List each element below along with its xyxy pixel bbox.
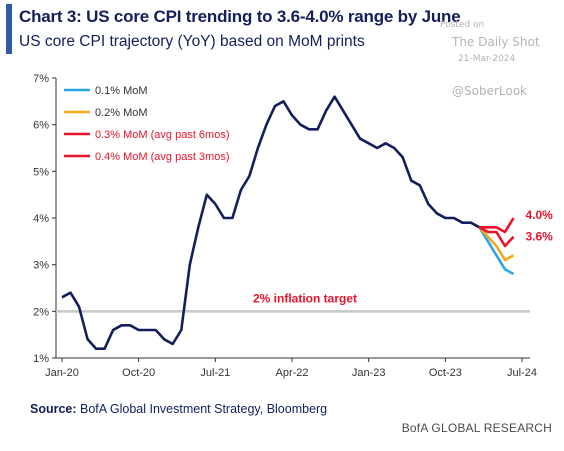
legend-label: 0.4% MoM (avg past 3mos) (95, 151, 230, 163)
title-accent-bar (6, 4, 12, 54)
x-tick-label: Oct-20 (122, 367, 155, 379)
x-tick-label: Apr-22 (275, 367, 308, 379)
mom-0-3-line (478, 226, 515, 248)
y-tick-label: 7% (33, 73, 49, 85)
y-tick-label: 1% (33, 353, 49, 365)
legend-label: 0.2% MoM (95, 107, 148, 119)
chart-title: Chart 3: US core CPI trending to 3.6-4.0… (19, 7, 461, 26)
legend-label: 0.3% MoM (avg past 6mos) (95, 129, 230, 141)
mom-0-2-line (478, 226, 515, 262)
footer-brand: BofA GLOBAL RESEARCH (401, 421, 552, 435)
source-label: Source: (30, 402, 77, 416)
x-tick-label: Jul-21 (200, 367, 230, 379)
y-tick-label: 2% (33, 306, 49, 318)
watermark-handle: @SoberLook (452, 84, 527, 98)
x-tick-label: Oct-23 (429, 367, 462, 379)
y-tick-label: 6% (33, 120, 49, 132)
y-tick-label: 4% (33, 213, 49, 225)
core-cpi-history-line (61, 95, 481, 350)
legend-label: 0.1% MoM (95, 85, 148, 97)
watermark-posted-on: Posted on (440, 20, 485, 30)
annotation-3-6: 3.6% (525, 230, 553, 244)
watermark-name: The Daily Shot (452, 35, 540, 49)
source-note: Source: BofA Global Investment Strategy,… (30, 402, 327, 416)
mom-0-1-line (478, 226, 515, 276)
annotation-4-0: 4.0% (525, 208, 553, 222)
y-tick-label: 5% (33, 166, 49, 178)
inflation-target-label: 2% inflation target (253, 291, 357, 305)
x-tick-label: Jan-23 (352, 367, 386, 379)
source-text: BofA Global Investment Strategy, Bloombe… (76, 402, 328, 416)
chart-subtitle: US core CPI trajectory (YoY) based on Mo… (19, 33, 365, 50)
watermark-date: 21-Mar-2024 (458, 54, 516, 64)
x-tick-label: Jan-20 (45, 367, 79, 379)
x-tick-label: Jul-24 (507, 367, 537, 379)
y-tick-label: 3% (33, 260, 49, 272)
mom-0-4-line (479, 217, 515, 234)
